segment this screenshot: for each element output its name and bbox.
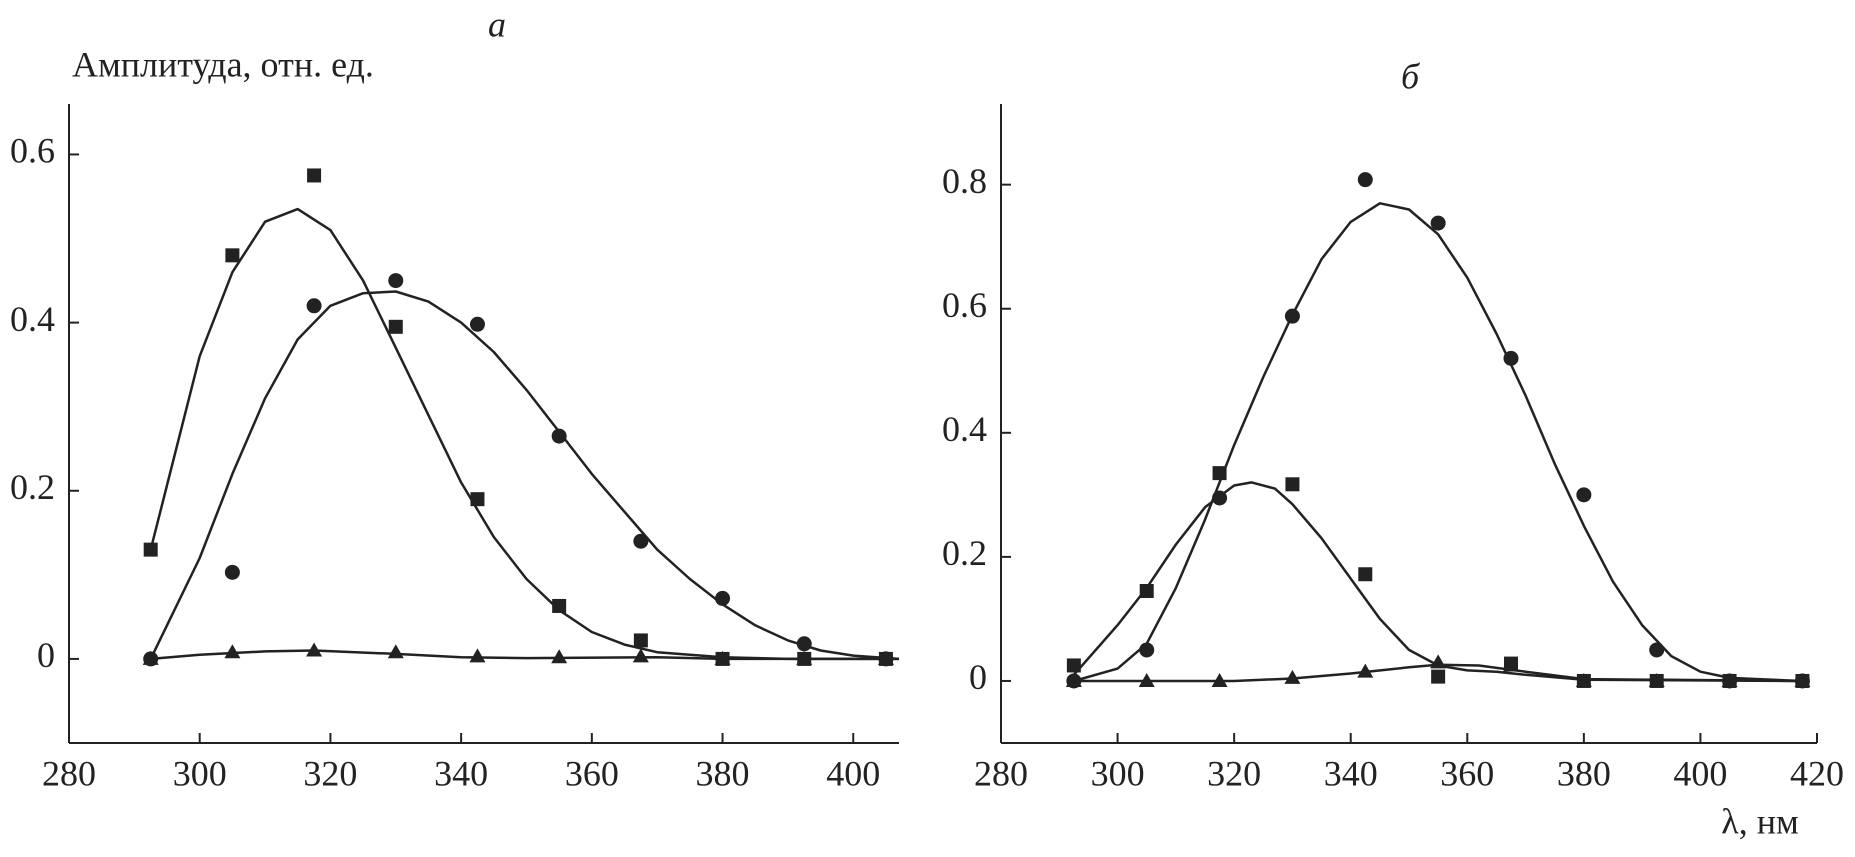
circle-point <box>551 428 567 444</box>
square-point <box>1212 466 1227 481</box>
circle-point <box>1430 215 1446 231</box>
square-point <box>470 492 485 507</box>
circle-point <box>306 298 322 314</box>
square-point <box>388 319 403 334</box>
triangle-point <box>551 649 568 664</box>
circle-point <box>1212 490 1228 506</box>
circle-point <box>224 564 240 580</box>
triangle-point <box>1503 657 1519 672</box>
circle-point <box>1284 308 1300 324</box>
square-point <box>552 598 567 613</box>
triangle-point <box>1430 654 1447 669</box>
x-tick-label: 380 <box>1557 753 1611 793</box>
triangle-point <box>796 650 813 665</box>
x-tick-label: 340 <box>1324 753 1378 793</box>
square-point <box>1285 477 1300 492</box>
x-axis-label: λ, нм <box>1721 801 1799 841</box>
fit-curve <box>1073 202 1803 683</box>
circle-point <box>633 533 649 549</box>
y-tick-label: 0.4 <box>10 299 55 339</box>
square-point <box>1431 669 1446 684</box>
y-tick-label: 0.2 <box>942 533 987 573</box>
x-tick-label: 380 <box>696 753 750 793</box>
fit-curve <box>1072 481 1803 683</box>
square-point <box>1066 658 1081 673</box>
x-tick-label: 280 <box>42 753 96 793</box>
circle-point <box>1503 350 1519 366</box>
x-tick-label: 360 <box>565 753 619 793</box>
x-tick-label: 320 <box>1207 753 1261 793</box>
y-tick-label: 0.8 <box>942 161 987 201</box>
triangle-point <box>1284 669 1301 684</box>
x-tick-label: 280 <box>974 753 1028 793</box>
circle-point <box>796 636 812 652</box>
circle-point <box>715 590 731 606</box>
x-tick-label: 320 <box>303 753 357 793</box>
triangle-point <box>1138 672 1155 687</box>
y-tick-label: 0.2 <box>10 467 55 507</box>
triangle-point <box>306 642 323 657</box>
triangle-point <box>1357 663 1374 678</box>
x-tick-label: 400 <box>826 753 880 793</box>
triangle-point <box>387 644 404 659</box>
fit-curve <box>149 290 900 661</box>
x-tick-label: 300 <box>1091 753 1145 793</box>
x-tick-label: 340 <box>434 753 488 793</box>
triangle-point <box>469 648 486 663</box>
x-tick-label: 300 <box>173 753 227 793</box>
square-point <box>633 633 648 648</box>
circle-point <box>1649 642 1665 658</box>
y-tick-label: 0.4 <box>942 409 987 449</box>
triangle-point <box>877 650 894 665</box>
fit-curve <box>149 207 899 661</box>
triangle-point <box>142 650 159 665</box>
circle-point <box>1576 487 1592 503</box>
y-axis-label: Амплитуда, отн. ед. <box>72 44 374 84</box>
triangle-point <box>1721 672 1738 687</box>
y-tick-label: 0.6 <box>10 131 55 171</box>
circle-point <box>1357 172 1373 188</box>
y-tick-label: 0.6 <box>942 285 987 325</box>
square-point <box>1139 584 1154 599</box>
square-point <box>1358 567 1373 582</box>
y-tick-label: 0 <box>969 657 987 697</box>
triangle-point <box>632 648 649 663</box>
y-tick-label: 0 <box>37 635 55 675</box>
square-point <box>143 542 158 557</box>
circle-point <box>388 273 404 289</box>
circle-point <box>1139 642 1155 658</box>
square-point <box>307 168 322 183</box>
x-tick-label: 400 <box>1673 753 1727 793</box>
triangle-point <box>224 644 241 659</box>
triangle-point <box>1065 672 1082 687</box>
circle-point <box>469 316 485 332</box>
panel-label: а <box>488 4 506 44</box>
triangle-point <box>1575 672 1592 687</box>
triangle-point <box>1211 672 1228 687</box>
fit-curve <box>1073 663 1803 683</box>
triangle-point <box>714 650 731 665</box>
square-point <box>225 248 240 263</box>
x-tick-label: 420 <box>1790 753 1844 793</box>
panel-label: б <box>1401 56 1421 96</box>
x-tick-label: 360 <box>1440 753 1494 793</box>
triangle-point <box>1648 672 1665 687</box>
triangle-point <box>1794 672 1811 687</box>
